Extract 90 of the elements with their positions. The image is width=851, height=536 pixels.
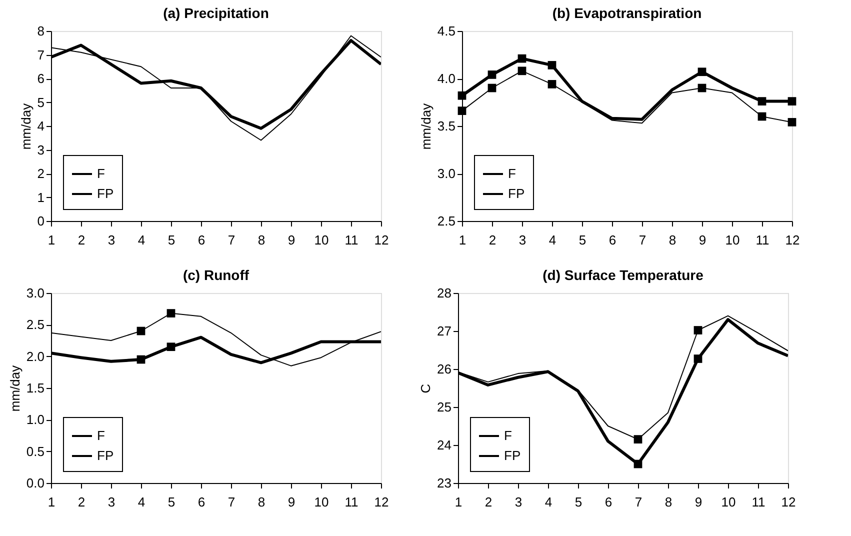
x-tick-label: 3 (514, 494, 522, 510)
y-tick-label: 23 (437, 476, 452, 490)
y-tick-label: 0.0 (26, 476, 44, 490)
x-tick-label: 1 (458, 232, 466, 248)
y-tick-label: 24 (437, 438, 452, 452)
x-tick-label: 11 (344, 232, 358, 248)
x-tick-label: 3 (518, 232, 526, 248)
x-tick-label: 3 (108, 494, 116, 510)
y-tick-label: 2.5 (26, 317, 44, 332)
x-tick-label: 8 (258, 232, 266, 248)
y-tick-label: 4.0 (437, 71, 456, 86)
y-tick-label: 3.0 (437, 166, 456, 181)
y-tick-label: 26 (437, 362, 452, 376)
y-tick-label: 8 (37, 24, 44, 38)
y-tick-label: 3.5 (437, 118, 456, 134)
y-tick-label: 3.0 (26, 286, 44, 300)
x-tick-label: 4 (544, 494, 552, 510)
y-axis-title: mm/day (18, 102, 34, 150)
y-tick-label: 2.0 (26, 348, 44, 364)
chart-title: (b) Evapotranspiration (552, 5, 702, 21)
x-tick-label: 10 (314, 232, 329, 248)
x-tick-label: 4 (138, 232, 146, 248)
x-tick-label: 4 (548, 232, 556, 248)
y-axis-title: mm/day (418, 102, 434, 150)
x-tick-label: 12 (374, 232, 389, 248)
x-tick-label: 8 (668, 232, 676, 248)
x-tick-label: 9 (288, 494, 296, 510)
x-tick-label: 10 (721, 494, 736, 510)
x-tick-label: 7 (228, 494, 236, 510)
y-tick-label: 1.0 (26, 412, 44, 428)
x-tick-label: 6 (198, 232, 206, 248)
x-tick-label: 2 (488, 232, 496, 248)
x-tick-label: 5 (578, 232, 586, 248)
x-tick-label: 11 (752, 494, 766, 510)
y-tick-label: 0.5 (26, 444, 44, 459)
legend-label: FP (508, 186, 525, 201)
legend-label: FP (97, 448, 114, 463)
x-tick-label: 11 (344, 494, 358, 510)
x-tick-label: 2 (484, 494, 492, 510)
x-tick-label: 9 (288, 232, 296, 248)
x-tick-label: 7 (228, 232, 236, 248)
x-tick-label: 1 (48, 232, 56, 248)
x-tick-label: 4 (138, 494, 146, 510)
legend-label: F (97, 428, 105, 443)
y-tick-label: 5 (37, 94, 44, 110)
x-tick-label: 3 (108, 232, 116, 248)
legend-label: F (504, 428, 512, 443)
x-tick-label: 2 (78, 232, 86, 248)
y-tick-label: 3 (37, 142, 44, 158)
y-tick-label: 1.5 (26, 380, 44, 396)
x-tick-label: 1 (48, 494, 56, 510)
x-tick-label: 7 (634, 494, 642, 510)
x-tick-label: 6 (608, 232, 616, 248)
y-tick-label: 2.5 (437, 214, 456, 228)
x-tick-label: 9 (694, 494, 702, 510)
x-tick-label: 8 (664, 494, 672, 510)
legend-label: FP (97, 186, 114, 201)
legend-label: F (508, 166, 516, 181)
x-tick-label: 2 (78, 494, 86, 510)
y-tick-label: 4.5 (437, 24, 456, 38)
x-tick-label: 12 (374, 494, 389, 510)
chart-title: (c) Runoff (182, 267, 250, 283)
y-tick-label: 0 (37, 214, 44, 228)
x-tick-label: 12 (781, 494, 796, 510)
y-tick-label: 27 (437, 324, 452, 338)
x-tick-label: 7 (638, 232, 646, 248)
chart-title: (d) Surface Temperature (542, 267, 704, 283)
x-tick-label: 5 (168, 494, 176, 510)
y-axis-title: mm/day (7, 364, 22, 412)
y-axis-title: C (418, 384, 434, 394)
y-tick-label: 6 (37, 71, 44, 86)
y-tick-label: 4 (37, 118, 44, 134)
y-tick-label: 28 (437, 286, 452, 300)
x-tick-label: 5 (168, 232, 176, 248)
x-tick-label: 10 (314, 494, 329, 510)
y-tick-label: 7 (37, 47, 44, 62)
x-tick-label: 9 (698, 232, 706, 248)
legend-label: F (97, 166, 105, 181)
x-tick-label: 6 (198, 494, 206, 510)
x-tick-label: 5 (574, 494, 582, 510)
x-tick-label: 10 (725, 232, 740, 248)
y-tick-label: 2 (37, 166, 44, 181)
chart-title: (a) Precipitation (163, 5, 269, 21)
x-tick-label: 6 (604, 494, 612, 510)
y-tick-label: 25 (437, 400, 452, 414)
legend-label: FP (504, 448, 521, 463)
x-tick-label: 8 (258, 494, 266, 510)
x-tick-label: 12 (785, 232, 800, 248)
x-tick-label: 11 (756, 232, 770, 248)
y-tick-label: 1 (37, 190, 44, 205)
